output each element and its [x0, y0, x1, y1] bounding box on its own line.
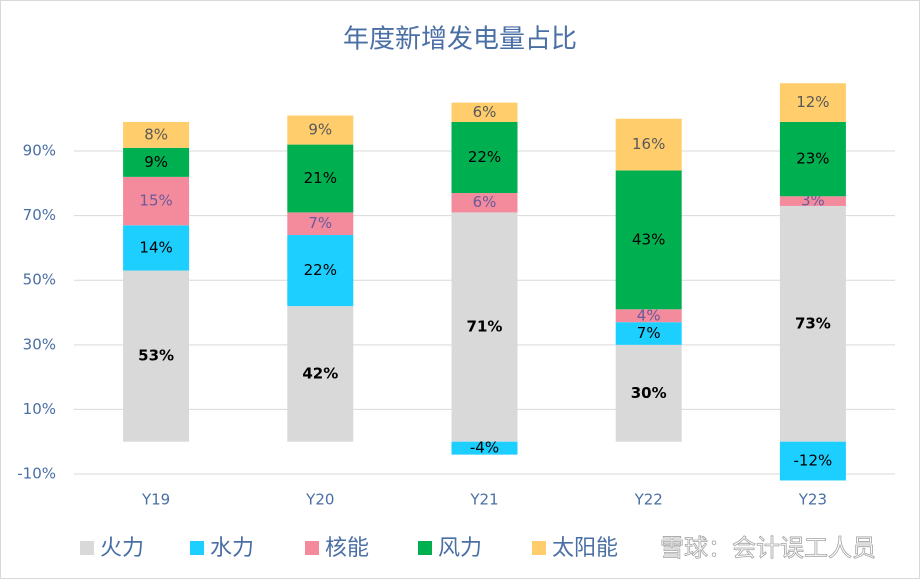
data-label: 8% — [144, 125, 168, 143]
bar-segment — [451, 102, 518, 122]
data-label: 12% — [796, 93, 829, 111]
bar-segment — [123, 270, 190, 442]
data-label: 30% — [631, 384, 667, 402]
legend-label: 水力 — [210, 536, 254, 561]
x-tick-label: Y23 — [798, 491, 827, 509]
bar-segment — [451, 193, 518, 213]
data-label: 71% — [467, 318, 503, 336]
data-label: 6% — [473, 103, 497, 121]
data-label: 53% — [138, 347, 174, 365]
bar-segment — [287, 306, 354, 442]
bar-segment — [779, 441, 846, 481]
legend-swatch — [305, 541, 319, 555]
bar-segment — [779, 83, 846, 122]
x-tick-label: Y21 — [469, 491, 498, 509]
bar-segment — [615, 118, 682, 171]
legend-swatch — [532, 541, 546, 555]
legend-label: 风力 — [438, 536, 482, 561]
y-tick-label: 70% — [23, 206, 56, 224]
bar-segment — [451, 441, 518, 455]
data-label: 43% — [632, 230, 665, 248]
y-tick-label: 50% — [23, 271, 56, 289]
data-label: 6% — [473, 193, 497, 211]
bar-segment — [615, 322, 682, 345]
bar-segment — [123, 225, 190, 271]
data-label: 22% — [468, 148, 501, 166]
bar-segment — [779, 196, 846, 206]
x-tick-label: Y22 — [634, 491, 663, 509]
data-label: 7% — [308, 214, 332, 232]
data-label: 4% — [637, 306, 661, 324]
legend-swatch — [80, 541, 94, 555]
legend-label: 太阳能 — [552, 536, 618, 561]
y-tick-label: 10% — [23, 400, 56, 418]
data-label: 42% — [302, 364, 338, 382]
data-label: -12% — [794, 452, 833, 470]
bar-segment — [287, 144, 354, 213]
data-label: 9% — [308, 121, 332, 139]
y-tick-label: 90% — [23, 142, 56, 160]
bar-segment — [615, 309, 682, 323]
bar-segment — [123, 176, 190, 226]
y-tick-label: -10% — [17, 465, 56, 483]
bar-segment — [123, 147, 190, 177]
data-label: 9% — [144, 153, 168, 171]
x-tick-label: Y19 — [141, 491, 170, 509]
bar-segment — [615, 170, 682, 310]
data-label: 7% — [637, 324, 661, 342]
bar-segment — [123, 121, 190, 148]
legend-label: 火力 — [100, 536, 144, 561]
bar-segment — [779, 121, 846, 197]
bar-segment — [451, 121, 518, 194]
data-label: 22% — [304, 261, 337, 279]
data-label: 14% — [139, 238, 172, 256]
data-label: 15% — [139, 192, 172, 210]
bar-segment — [287, 235, 354, 307]
data-label: 73% — [795, 314, 831, 332]
data-label: -4% — [470, 439, 499, 457]
bar-segment — [451, 212, 518, 442]
bar-segment — [779, 205, 846, 442]
chart-title: 年度新增发电量占比 — [343, 25, 577, 55]
bar-segment — [615, 344, 682, 442]
legend-label: 核能 — [325, 536, 369, 561]
bar-segment — [287, 212, 354, 236]
data-label: 16% — [632, 135, 665, 153]
legend-swatch — [190, 541, 204, 555]
watermark: 雪球：会计误工人员 — [660, 534, 876, 562]
legend-swatch — [418, 541, 432, 555]
x-tick-label: Y20 — [305, 491, 334, 509]
data-label: 23% — [796, 150, 829, 168]
data-label: 21% — [304, 169, 337, 187]
y-tick-label: 30% — [23, 335, 56, 353]
bar-segment — [287, 115, 354, 145]
